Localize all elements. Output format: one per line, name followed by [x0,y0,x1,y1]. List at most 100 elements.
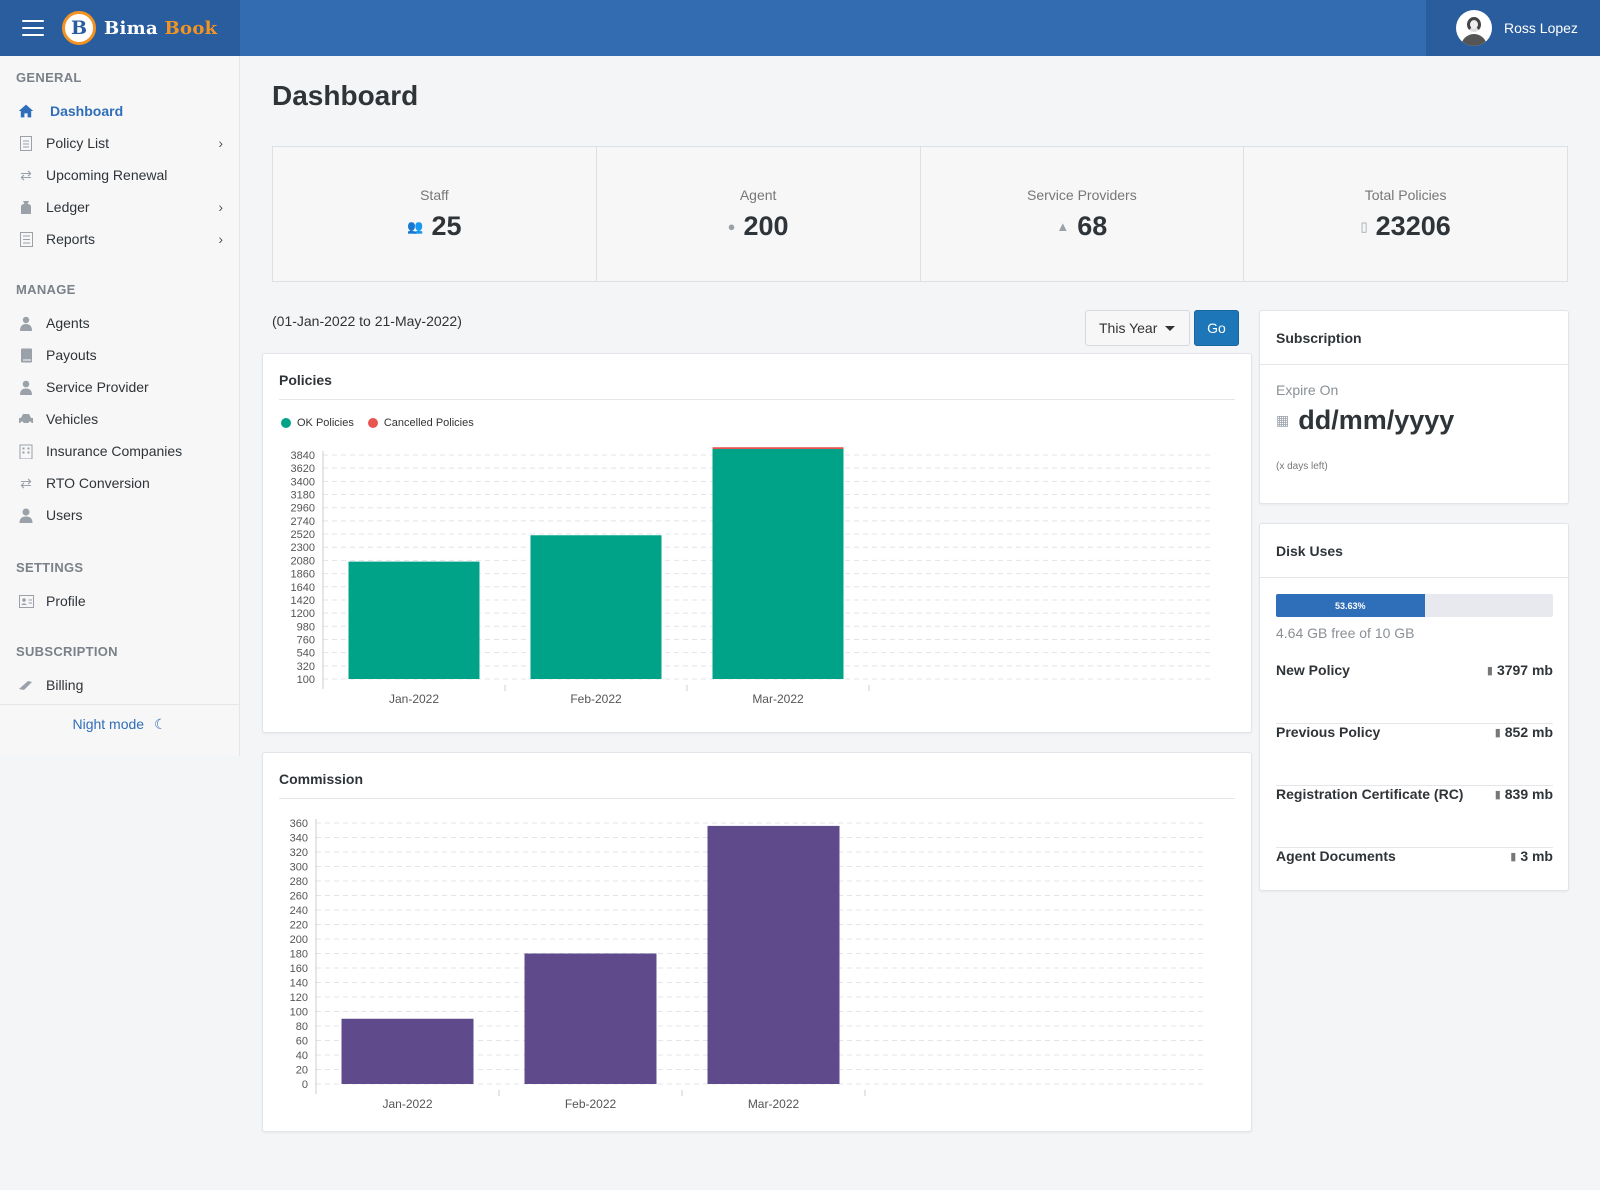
sidebar-item-payouts[interactable]: Payouts [0,340,239,370]
night-mode-label: Night mode [72,716,145,732]
bar-Jan-2022[interactable] [341,1018,474,1084]
sidebar-item-label: Ledger [46,199,90,215]
building-icon [18,443,34,459]
sidebar-item-insurance-companies[interactable]: Insurance Companies [0,436,239,466]
sidebar-divider [0,704,239,705]
card-title: Policies [279,372,332,388]
night-mode-toggle[interactable]: Night mode ☾ [0,716,239,733]
bar-Mar-2022-s0[interactable] [712,449,844,679]
expire-label: Expire On [1276,382,1339,398]
stat-label: Agent [739,187,777,203]
y-tick-label: 2300 [291,542,315,554]
days-left: (x days left) [1276,461,1328,472]
stat-service-providers: Service Providers ▲ 68 [921,147,1245,281]
stat-total-policies: Total Policies ▯ 23206 [1244,147,1567,281]
sidebar-item-label: Upcoming Renewal [46,167,168,183]
sidebar-item-vehicles[interactable]: Vehicles [0,404,239,434]
user-tie-icon: ▲ [1056,219,1070,234]
y-tick-label: 220 [290,920,308,932]
section-subscription: SUBSCRIPTION [16,644,118,659]
x-tick-label: Jan-2022 [382,1097,432,1111]
brand-name[interactable]: Bima Book [104,18,217,39]
disk-row-name: New Policy [1276,662,1350,678]
calendar-icon: ▦ [1276,412,1290,428]
y-tick-label: 340 [290,833,308,845]
bar-Feb-2022[interactable] [524,953,657,1085]
y-tick-label: 3620 [291,463,315,475]
sidebar-item-label: Agents [46,315,90,331]
y-tick-label: 80 [296,1021,308,1033]
x-tick-label: Feb-2022 [570,692,622,706]
bar-Mar-2022[interactable] [707,825,840,1084]
y-tick-label: 2080 [291,555,315,567]
sidebar-item-reports[interactable]: Reports › [0,224,239,254]
section-general: GENERAL [16,70,82,85]
x-tick-label: Jan-2022 [389,692,439,706]
sidebar-item-label: Dashboard [50,103,124,119]
y-tick-label: 320 [290,847,308,859]
legend-item-ok[interactable]: OK Policies [281,417,354,429]
brand-name-second: Book [164,17,218,39]
y-tick-label: 3400 [291,476,315,488]
home-icon [18,103,34,119]
user-tie-icon [18,379,34,395]
chevron-right-icon: › [218,199,223,215]
disk-row: New Policy ▮ 3797 mb [1276,662,1553,724]
legend-item-cancelled[interactable]: Cancelled Policies [367,417,474,429]
menu-toggle-icon[interactable] [22,20,44,36]
policies-card: Policies OK Policies Cancelled Policies … [262,353,1252,733]
legend-label: OK Policies [297,417,354,429]
sidebar-item-dashboard[interactable]: Dashboard [0,96,239,126]
sidebar-item-policy-list[interactable]: Policy List › [0,128,239,158]
stat-value: 25 [431,211,462,241]
y-tick-label: 240 [290,905,308,917]
disk-row-size: 3 mb [1520,848,1553,864]
y-tick-label: 300 [290,862,308,874]
sidebar-item-service-provider[interactable]: Service Provider [0,372,239,402]
disk-usage-card: Disk Uses 53.63% 4.64 GB free of 10 GB N… [1259,523,1569,891]
y-tick-label: 160 [290,963,308,975]
y-tick-label: 180 [290,949,308,961]
disk-free-text: 4.64 GB free of 10 GB [1276,625,1415,641]
book-icon [18,347,34,363]
stat-label: Total Policies [1364,187,1447,203]
section-manage: MANAGE [16,282,76,297]
y-tick-label: 2740 [291,516,315,528]
sidebar-item-upcoming-renewal[interactable]: ⇄ Upcoming Renewal [0,160,239,190]
y-tick-label: 760 [297,634,315,646]
file-icon: ▮ [1494,788,1501,801]
logo-icon[interactable]: B [62,11,96,45]
stats-panel: Staff 👥 25 Agent ● 200 Service Providers ▲… [272,146,1568,282]
file-icon: ▮ [1510,850,1517,863]
sidebar-item-billing[interactable]: Billing [0,670,239,700]
sidebar-item-agents[interactable]: Agents [0,308,239,338]
file-icon: ▯ [1360,218,1368,234]
retweet-icon: ⇄ [20,166,32,183]
card-title: Subscription [1276,330,1362,346]
chart-legend: OK Policies Cancelled Policies [281,417,488,429]
sidebar-item-label: Policy List [46,135,110,151]
user-icon [18,507,34,523]
card-title: Disk Uses [1276,543,1343,559]
bar-Mar-2022-s1[interactable] [712,447,844,450]
stat-value: 68 [1077,211,1108,241]
sidebar-item-ledger[interactable]: Ledger › [0,192,239,222]
y-tick-label: 1200 [291,608,315,620]
go-button[interactable]: Go [1194,310,1239,346]
user-menu[interactable]: Ross Lopez [1426,0,1600,56]
agent-icon [18,315,34,331]
sidebar-item-rto-conversion[interactable]: ⇄ RTO Conversion [0,468,239,498]
y-tick-label: 1640 [291,582,315,594]
sidebar-item-profile[interactable]: Profile [0,586,239,616]
disk-row: Previous Policy ▮ 852 mb [1276,724,1553,786]
disk-row-name: Agent Documents [1276,848,1396,864]
y-tick-label: 1860 [291,569,315,581]
bar-Jan-2022-s0[interactable] [348,561,480,679]
file-icon: ▮ [1486,664,1493,677]
period-dropdown[interactable]: This Year [1085,310,1190,346]
y-tick-label: 3180 [291,490,315,502]
disk-row-size: 3797 mb [1496,662,1553,678]
sidebar-item-users[interactable]: Users [0,500,239,530]
bar-Feb-2022-s0[interactable] [530,535,662,679]
y-tick-label: 120 [290,992,308,1004]
